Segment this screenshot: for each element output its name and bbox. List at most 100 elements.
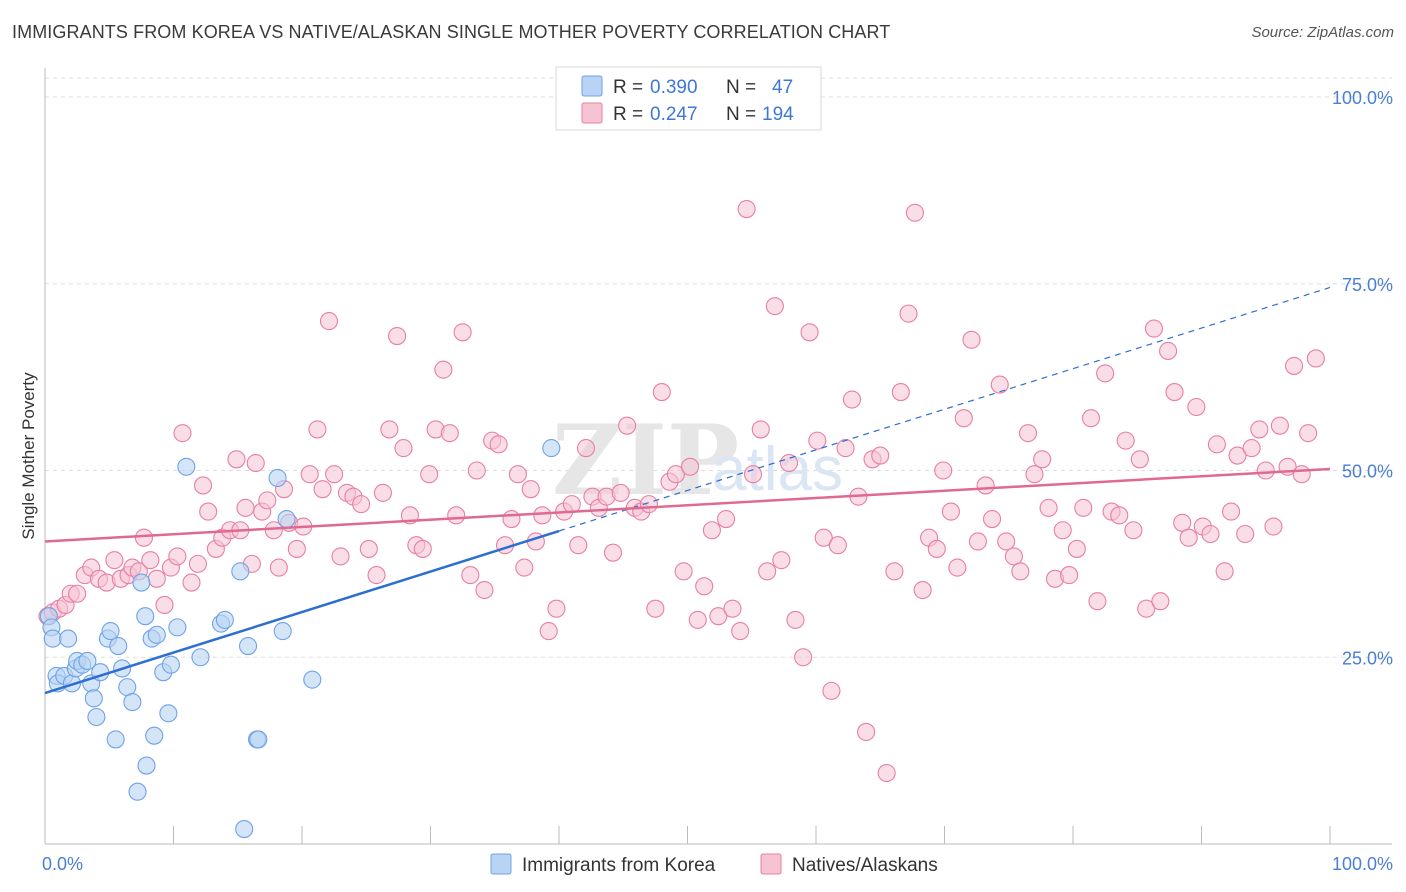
natives-alaskans-point [521, 480, 540, 499]
natives-alaskans-point [199, 502, 218, 521]
natives-alaskans-point [134, 528, 153, 547]
legend-swatch-blue [581, 75, 603, 97]
natives-alaskans-point [236, 498, 255, 517]
natives-alaskans-point [674, 562, 693, 581]
legend-n-label-1: N = [726, 77, 756, 98]
natives-alaskans-point [871, 446, 890, 465]
source-label: Source: ZipAtlas.com [1251, 24, 1394, 41]
legend-n-value-1: 47 [772, 77, 793, 98]
natives-alaskans-point [954, 409, 973, 428]
legend-r-value-2: 0.247 [650, 104, 698, 125]
natives-alaskans-point [794, 648, 813, 667]
natives-alaskans-point [182, 573, 201, 592]
korea-trendline-extension [558, 286, 1331, 532]
immigrants-korea-point [238, 636, 258, 656]
natives-alaskans-point [1033, 450, 1052, 469]
immigrants-korea-point [128, 782, 147, 801]
natives-alaskans-point [188, 554, 207, 573]
legend-r-label-1: R = [613, 77, 643, 98]
bottom-legend-label-pink: Natives/Alaskans [792, 855, 938, 876]
natives-alaskans-point [141, 551, 160, 570]
natives-alaskans-point [1256, 461, 1275, 480]
natives-alaskans-point [352, 495, 371, 514]
natives-alaskans-point [1060, 566, 1079, 585]
natives-alaskans-point [1130, 450, 1149, 469]
natives-alaskans-point [1215, 562, 1234, 581]
natives-alaskans-point [800, 323, 819, 342]
natives-alaskans-point [489, 435, 508, 454]
natives-alaskans-point [1179, 528, 1198, 547]
immigrants-korea-point [168, 618, 187, 637]
immigrants-korea-point [132, 573, 151, 592]
natives-alaskans-point [325, 465, 344, 484]
natives-alaskans-point [168, 547, 187, 566]
y-tick-label-25: 25.0% [1342, 648, 1393, 668]
natives-alaskans-point [1187, 397, 1206, 417]
natives-alaskans-point [842, 390, 862, 409]
natives-alaskans-point [576, 439, 596, 458]
x-tick-label-100: 100.0% [1332, 854, 1393, 874]
natives-alaskans-point [1124, 521, 1143, 540]
natives-alaskans-point [695, 577, 714, 596]
y-tick-label-100: 100.0% [1332, 88, 1393, 108]
y-axis-title: Single Mother Poverty [19, 372, 38, 540]
natives-alaskans-point [1222, 502, 1241, 521]
immigrants-korea-point [159, 704, 178, 723]
natives-alaskans-point [990, 375, 1009, 394]
bottom-legend-swatch-pink [760, 853, 782, 875]
natives-alaskans-point [1159, 341, 1178, 361]
immigrants-korea-point [177, 457, 196, 476]
natives-alaskans-point [373, 483, 393, 502]
natives-alaskans-point [1144, 319, 1164, 338]
natives-alaskans-point [857, 722, 876, 742]
natives-alaskans-point [246, 453, 265, 473]
natives-alaskans-point [447, 506, 466, 525]
natives-alaskans-point [808, 431, 827, 450]
natives-alaskans-point [962, 330, 981, 349]
natives-alaskans-point [891, 383, 910, 402]
natives-alaskans-point [646, 599, 665, 618]
natives-alaskans-point [533, 506, 552, 525]
immigrants-korea-point [161, 655, 180, 674]
natives-alaskans-point [877, 763, 896, 783]
immigrants-korea-point [147, 625, 166, 644]
natives-alaskans-point [997, 532, 1016, 551]
immigrants-korea-point [123, 693, 142, 712]
natives-alaskans-point [822, 681, 841, 700]
natives-alaskans-point [723, 599, 742, 618]
immigrants-korea-point [137, 756, 156, 775]
natives-alaskans-point [1284, 356, 1304, 375]
immigrants-korea-point [303, 670, 322, 689]
natives-alaskans-point [287, 539, 306, 558]
natives-alaskans-point [743, 465, 763, 484]
natives-alaskans-point [899, 304, 918, 323]
natives-alaskans-point [666, 465, 685, 484]
natives-alaskans-point [1173, 513, 1192, 532]
natives-alaskans-point [1236, 524, 1255, 544]
natives-alaskans-point [814, 528, 833, 547]
natives-alaskans-point [618, 416, 637, 435]
natives-alaskans-point [836, 439, 855, 458]
natives-alaskans-point [934, 461, 953, 480]
natives-alaskans-point [1074, 498, 1093, 517]
natives-alaskans-point [1306, 349, 1325, 368]
natives-alaskans-point [702, 521, 721, 540]
natives-alaskans-point [1011, 562, 1030, 581]
natives-alaskans-point [772, 551, 791, 570]
natives-alaskans-point [968, 532, 987, 551]
y-tick-label-75: 75.0% [1342, 275, 1393, 295]
immigrants-korea-point [101, 622, 120, 641]
immigrants-korea-point [235, 820, 254, 839]
natives-alaskans-point [603, 543, 623, 562]
natives-alaskans-point [308, 420, 327, 439]
natives-alaskans-point [737, 200, 756, 219]
natives-alaskans-point [681, 457, 700, 476]
natives-alaskans-point [1067, 539, 1086, 558]
immigrants-korea-point [249, 730, 268, 749]
natives-alaskans-point [751, 420, 770, 439]
immigrants-korea-point [109, 636, 128, 656]
legend-r-label-2: R = [613, 104, 643, 125]
natives-alaskans-point [547, 599, 566, 618]
legend-n-value-2: 194 [762, 104, 794, 125]
